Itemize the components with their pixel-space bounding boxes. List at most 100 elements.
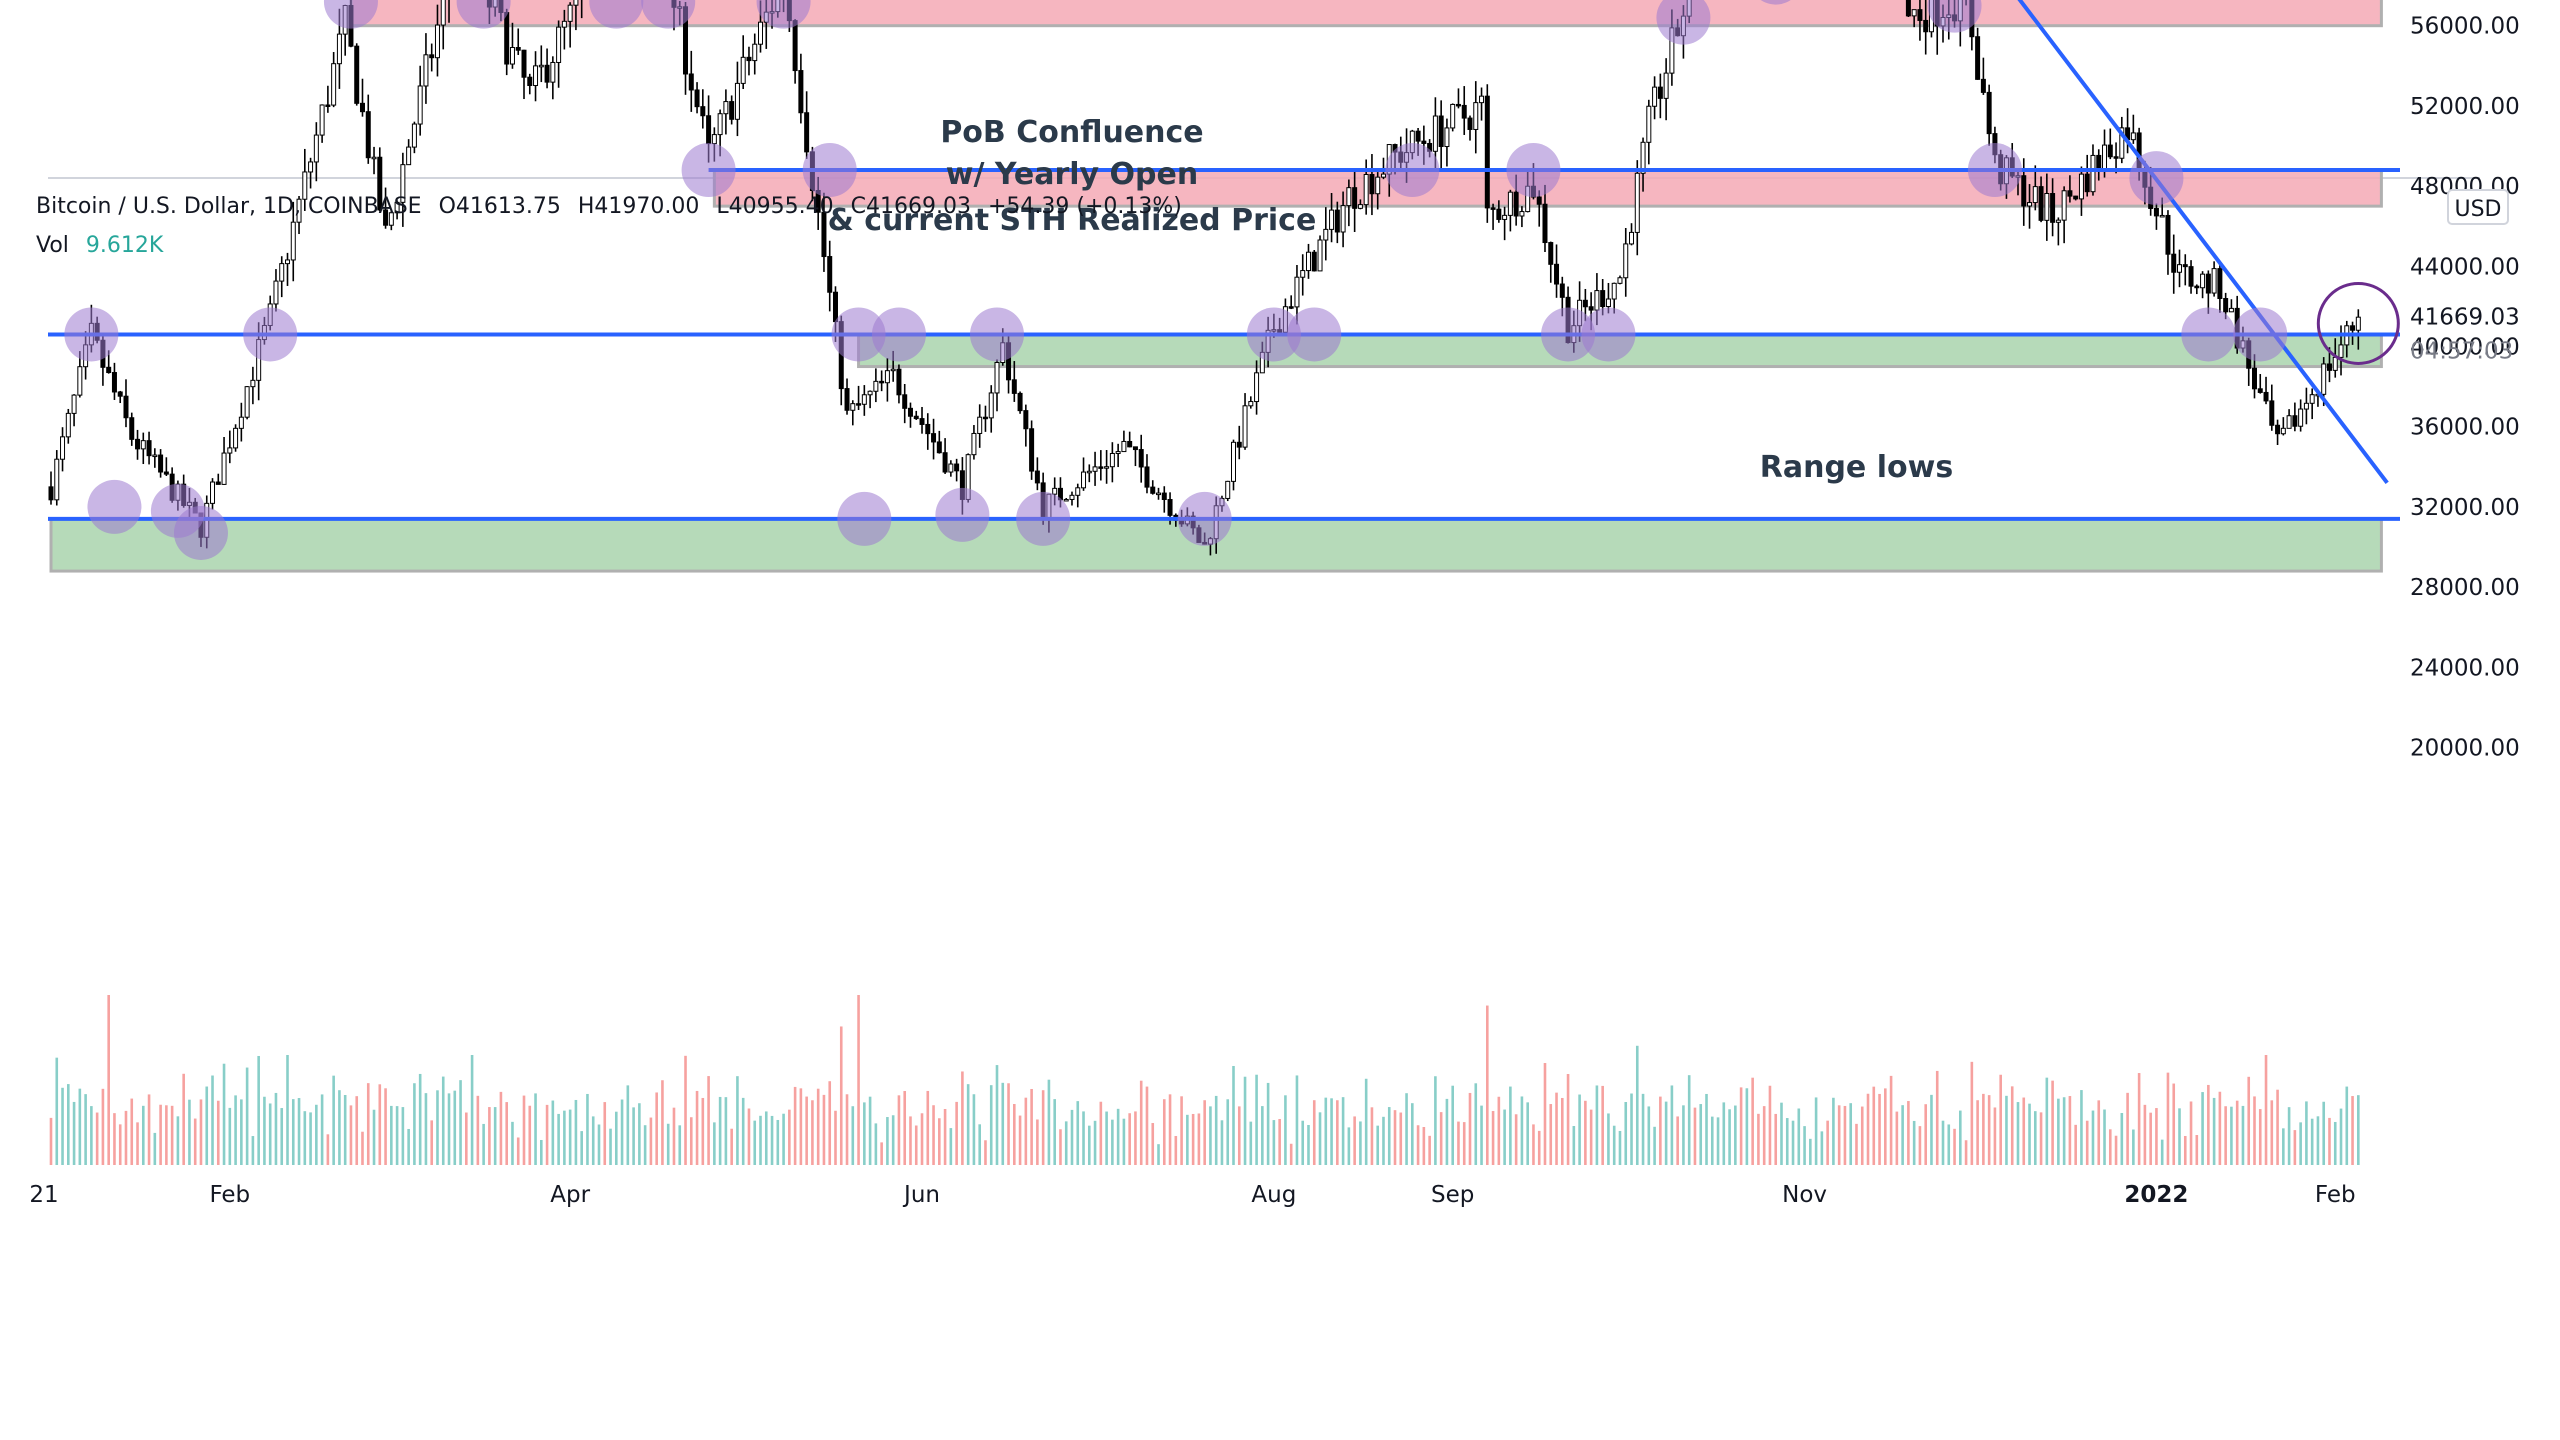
volume-bar: [597, 1124, 601, 1165]
volume-bar: [176, 1116, 180, 1165]
candle-body: [371, 156, 377, 160]
volume-bar: [2270, 1100, 2274, 1165]
volume-bar: [1157, 1144, 1160, 1165]
touch-point-marker: [2129, 151, 2184, 206]
volume-bar: [2207, 1084, 2210, 1165]
volume-bar: [713, 1122, 716, 1165]
volume-bar: [1549, 1104, 1553, 1165]
volume-bar: [1474, 1083, 1478, 1165]
volume-bar: [2155, 1108, 2158, 1165]
candle-body: [325, 104, 331, 107]
time-tick-label: Feb: [2315, 1182, 2356, 1208]
volume-bar: [516, 1137, 520, 1165]
candle-body: [694, 89, 700, 108]
volume-bar: [1162, 1099, 1166, 1165]
volume-bar: [1826, 1120, 1829, 1165]
candle-body: [2303, 402, 2309, 410]
touch-point-marker: [802, 143, 857, 198]
volume-bar: [1722, 1102, 1726, 1165]
price-tick-label: 56000.00: [2410, 14, 2520, 40]
candle-body: [2044, 193, 2050, 221]
volume-bar: [1330, 1098, 1333, 1165]
candle-body: [2326, 363, 2332, 371]
volume-bar: [315, 1104, 318, 1165]
volume-bar: [949, 1128, 953, 1165]
volume-bar: [263, 1096, 266, 1165]
volume-bar: [1018, 1115, 1022, 1165]
volume-bar: [880, 1142, 883, 1165]
volume-bar: [1774, 1113, 1778, 1165]
touch-point-marker: [1385, 143, 1440, 198]
candle-body: [521, 49, 527, 78]
open-value: O41613.75: [438, 194, 561, 219]
volume-bar: [61, 1087, 64, 1165]
volume-bar: [268, 1103, 272, 1165]
volume-bar: [1382, 1116, 1385, 1165]
volume-bar: [770, 1115, 774, 1165]
candle-body: [1513, 191, 1519, 217]
candle-body: [2090, 154, 2096, 193]
volume-bar: [1953, 1128, 1956, 1165]
volume-bar: [1987, 1095, 1991, 1165]
volume-bar: [1134, 1111, 1137, 1165]
volume-bar: [1359, 1121, 1362, 1165]
candle-body: [1334, 209, 1340, 233]
candle-body: [1479, 95, 1485, 104]
candle-body: [1138, 449, 1144, 468]
volume-bar: [1174, 1135, 1178, 1165]
price-tick-label: 28000.00: [2410, 575, 2520, 601]
volume-bar: [2016, 1102, 2020, 1165]
volume-bar: [1105, 1111, 1108, 1165]
volume-bar: [338, 1090, 341, 1165]
volume-bar: [1641, 1093, 1645, 1165]
candle-body: [244, 386, 250, 418]
volume-bar: [286, 1055, 289, 1165]
volume-bar: [1272, 1120, 1276, 1165]
volume-bar: [1860, 1106, 1864, 1165]
volume-bar: [1468, 1092, 1472, 1165]
candle-body: [123, 395, 129, 419]
volume-bar: [1370, 1107, 1374, 1165]
candle-body: [573, 0, 579, 6]
volume-bar: [2282, 1128, 2285, 1165]
touch-point-marker: [935, 487, 990, 542]
volume-bar: [165, 1105, 168, 1165]
volume-bar: [378, 1084, 382, 1165]
volume-bar: [1837, 1105, 1841, 1165]
candle-body: [1034, 470, 1040, 484]
candle-body: [1375, 176, 1381, 195]
volume-bar: [1191, 1113, 1195, 1165]
candle-body: [567, 4, 573, 22]
candle-body: [2102, 144, 2108, 172]
volume-bar: [1630, 1093, 1633, 1165]
candle-body: [2067, 190, 2073, 197]
candle-body: [1288, 306, 1294, 309]
volume-bar: [2299, 1122, 2302, 1165]
candle-body: [982, 416, 988, 420]
volume-bar: [1364, 1078, 1368, 1165]
volume-bar: [759, 1115, 762, 1165]
volume-bar: [1537, 1130, 1541, 1165]
candle-body: [988, 392, 994, 419]
volume-bar: [1728, 1109, 1731, 1165]
touch-point-marker: [681, 143, 736, 198]
volume-bar: [1053, 1099, 1056, 1165]
volume-bar: [1353, 1116, 1356, 1165]
currency-label: USD: [2454, 197, 2501, 222]
candle-body: [2073, 195, 2079, 200]
volume-bar: [695, 1090, 699, 1165]
volume-bar: [718, 1096, 722, 1165]
candle-body: [931, 433, 937, 443]
volume-bar: [1226, 1099, 1230, 1165]
current-price-label: 41669.03: [2410, 304, 2520, 330]
volume-bar: [72, 1101, 76, 1165]
volume-bar: [2062, 1097, 2066, 1165]
volume-bar: [1122, 1118, 1126, 1165]
volume-bar: [1111, 1119, 1114, 1165]
volume-bar: [799, 1088, 803, 1165]
volume-bar: [49, 1117, 53, 1165]
volume-bar: [505, 1102, 508, 1165]
candle-body: [377, 156, 383, 211]
